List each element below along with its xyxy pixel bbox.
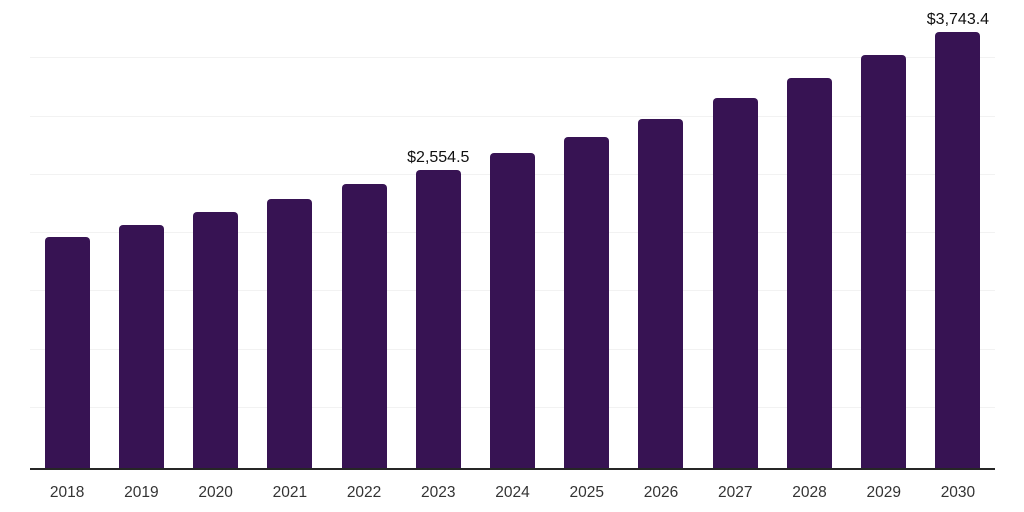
bar-slot bbox=[104, 0, 178, 468]
bar-slot bbox=[772, 0, 846, 468]
x-tick-label: 2025 bbox=[569, 484, 604, 501]
bar-value-label: $2,554.5 bbox=[407, 149, 470, 167]
x-tick-label: 2029 bbox=[866, 484, 901, 501]
bar-slot bbox=[327, 0, 401, 468]
bar-2030 bbox=[935, 31, 981, 468]
x-axis: 2018 2019 2020 2021 2022 2023 2024 2025 2026 2027… bbox=[30, 470, 995, 502]
x-tick-label: 2020 bbox=[198, 484, 233, 501]
x-tick-label: 2022 bbox=[346, 484, 382, 501]
bar-2027 bbox=[712, 97, 758, 468]
bar-slot bbox=[253, 0, 327, 468]
bar-2029 bbox=[861, 54, 907, 468]
bar-2024 bbox=[490, 153, 536, 468]
bar-2019 bbox=[118, 225, 164, 468]
x-tick-label: 2019 bbox=[124, 484, 159, 501]
bar-slot bbox=[847, 0, 921, 468]
bar-slot: $2,554.5 bbox=[401, 0, 475, 468]
bar-2025 bbox=[564, 136, 610, 468]
bar-value-label: $3,743.4 bbox=[926, 10, 990, 28]
bar-2018 bbox=[44, 237, 90, 468]
bar-slot bbox=[698, 0, 772, 468]
bar-2020 bbox=[193, 212, 239, 468]
bar-slot bbox=[30, 0, 104, 468]
bar-2026 bbox=[638, 118, 684, 468]
x-tick-label: 2018 bbox=[49, 484, 85, 501]
bar-slot bbox=[475, 0, 549, 468]
bar-slot bbox=[624, 0, 698, 468]
bar-2021 bbox=[267, 199, 313, 468]
x-tick-label: 2021 bbox=[272, 484, 308, 501]
bar-2023 bbox=[415, 170, 461, 468]
gridline bbox=[30, 115, 995, 117]
x-tick-label: 2023 bbox=[421, 484, 456, 501]
bar-slot: $3,743.4 bbox=[921, 0, 995, 468]
x-tick-label: 2028 bbox=[792, 484, 827, 501]
bar-2022 bbox=[341, 184, 387, 468]
plot-area: $2,554.5 $3,743.4 bbox=[30, 0, 995, 470]
bar-slot bbox=[550, 0, 624, 468]
x-tick-label: 2024 bbox=[495, 484, 530, 501]
bar-slot bbox=[178, 0, 252, 468]
bar-2028 bbox=[786, 77, 832, 468]
x-tick-label: 2030 bbox=[940, 484, 976, 501]
gridline bbox=[30, 57, 995, 59]
x-tick-label: 2027 bbox=[717, 484, 753, 501]
bar-series: $2,554.5 $3,743.4 bbox=[30, 0, 995, 468]
x-tick-label: 2026 bbox=[643, 484, 679, 501]
